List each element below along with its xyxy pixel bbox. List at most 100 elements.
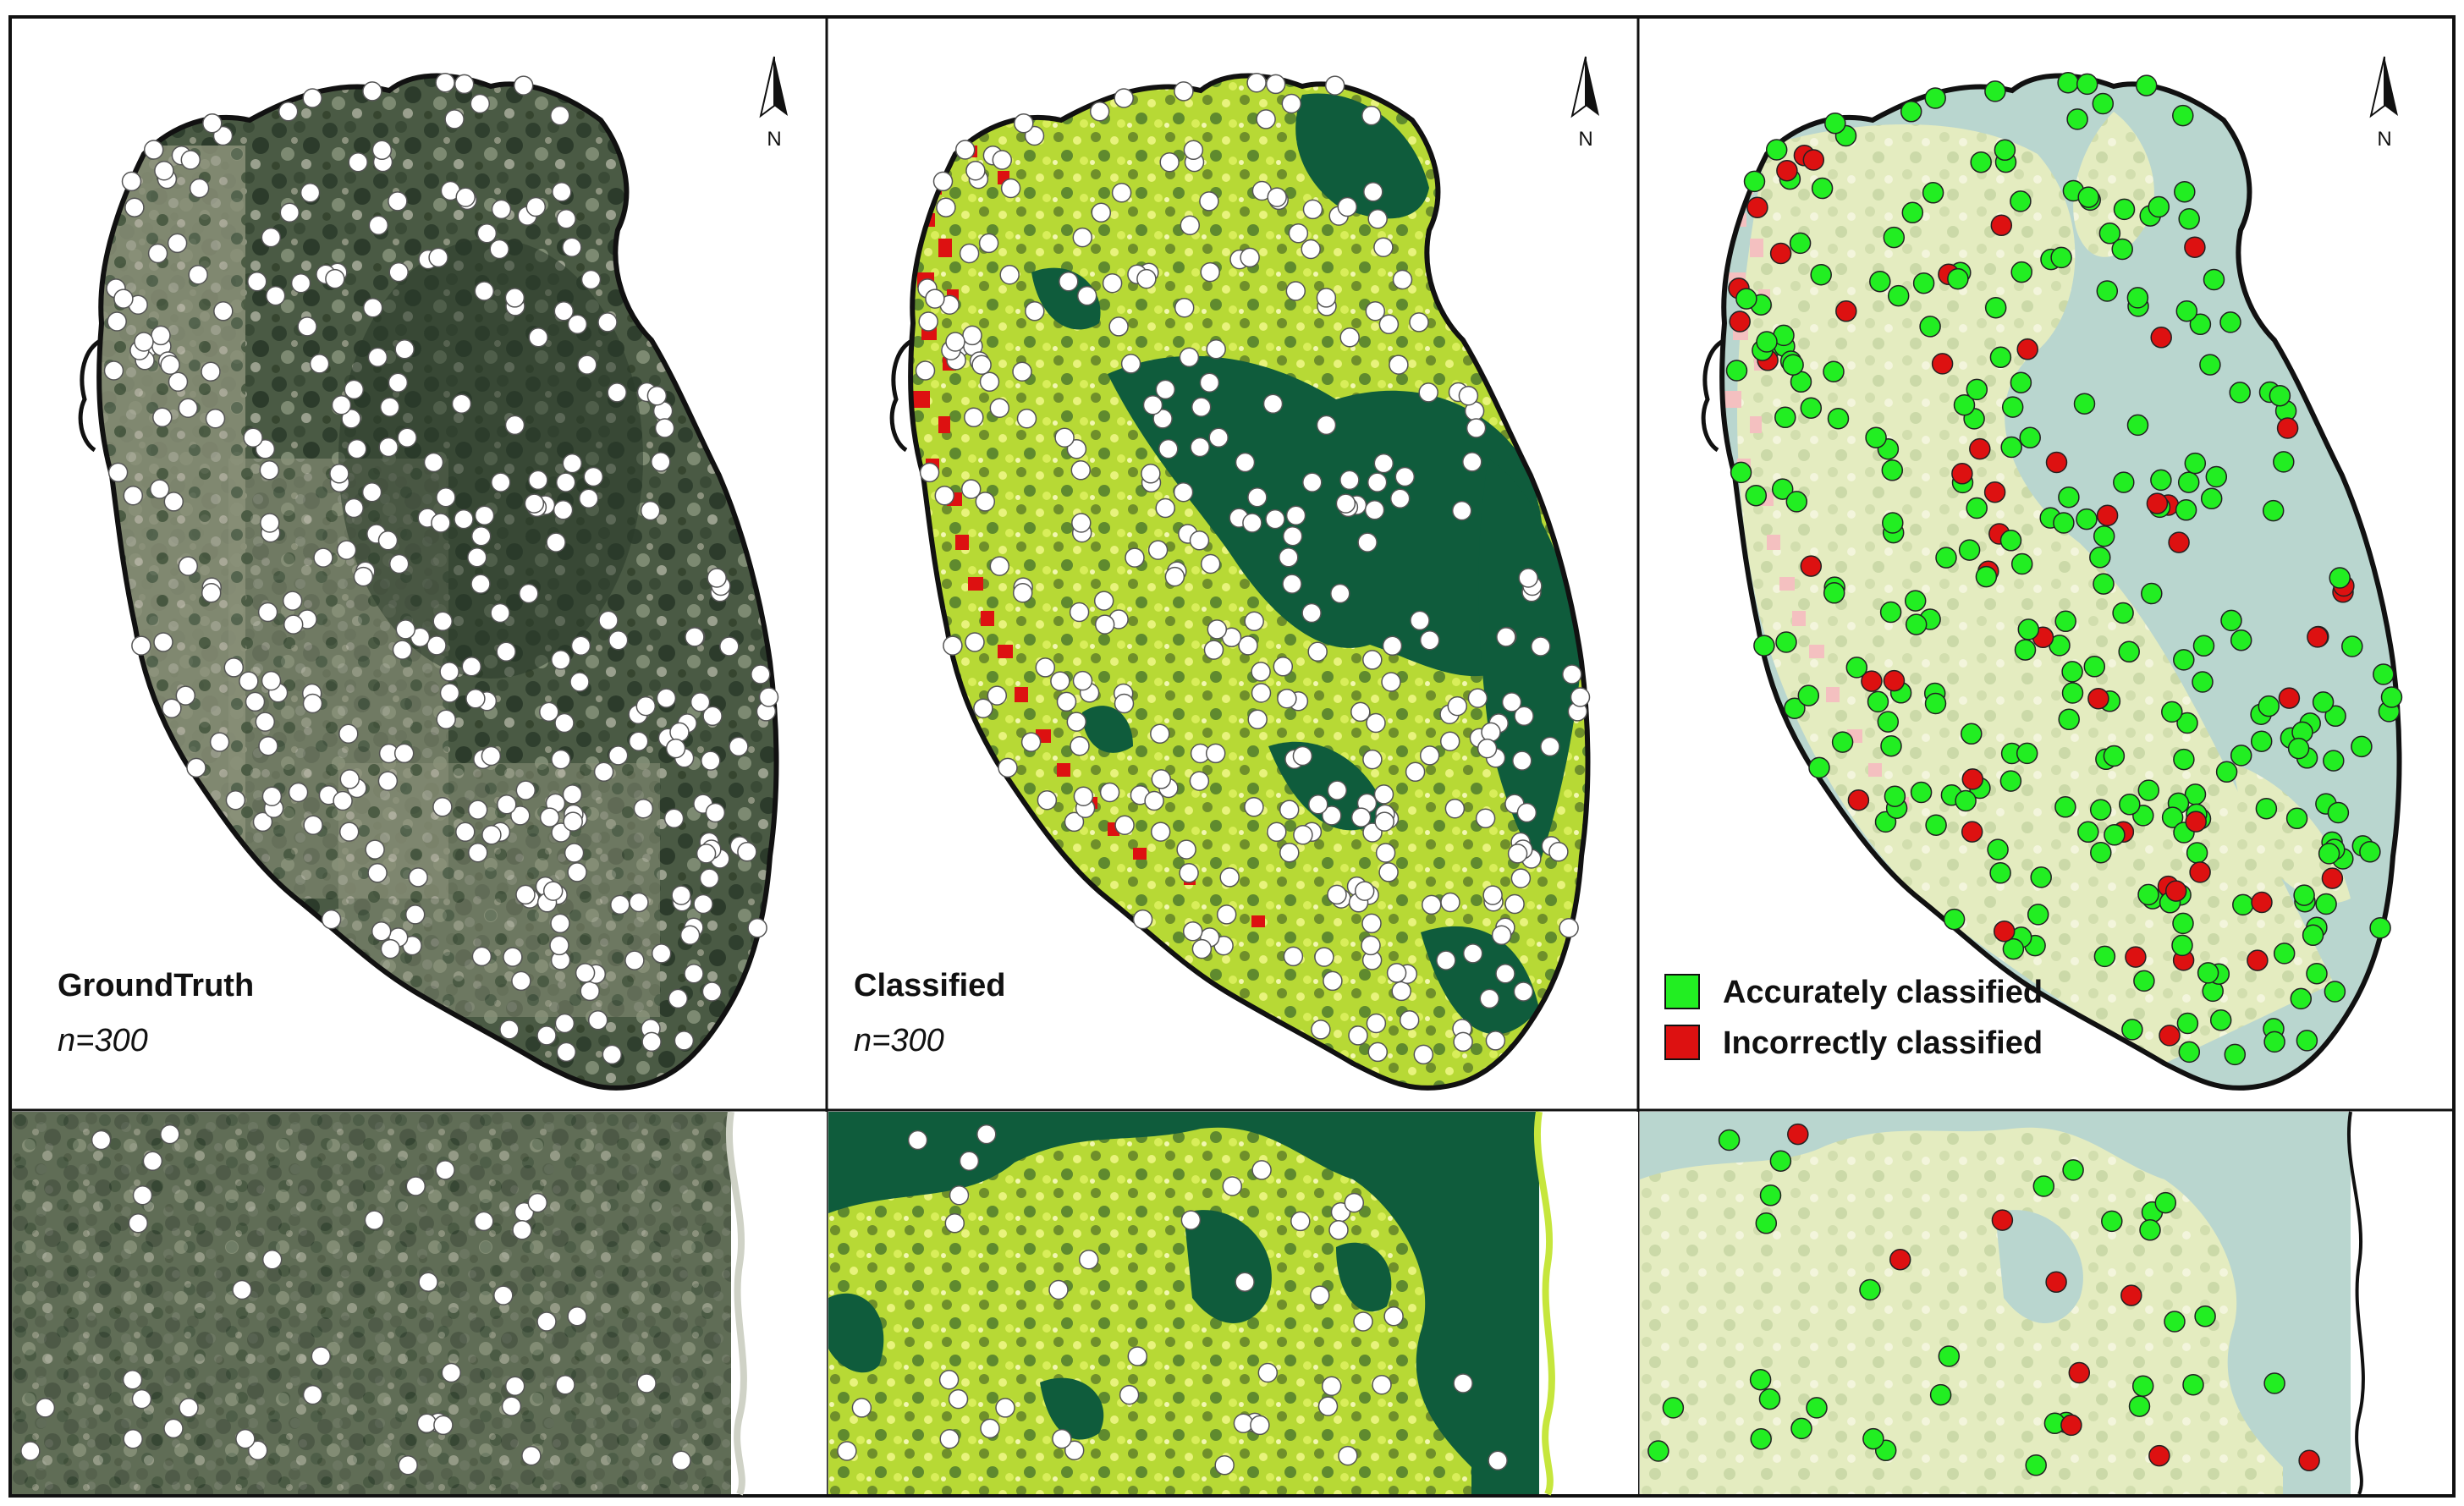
sample-point: [201, 583, 222, 603]
sample-point: [455, 822, 476, 843]
accurate-point: [2002, 937, 2025, 960]
accurate-point: [1887, 284, 1910, 307]
sample-point: [699, 868, 720, 888]
sample-point: [1048, 1279, 1069, 1300]
sample-point: [989, 556, 1010, 576]
incorrect-point: [2276, 417, 2299, 439]
accurate-point: [2341, 635, 2363, 657]
sample-point: [454, 508, 474, 530]
accurate-point: [2139, 1219, 2161, 1241]
accurate-point: [1784, 697, 1806, 719]
sample-point: [1235, 452, 1256, 473]
sample-point: [1301, 602, 1322, 624]
panel-classified: N Classified n=300: [854, 56, 1599, 1091]
sample-point: [1064, 811, 1085, 833]
accurate-point: [1961, 723, 1983, 745]
accurate-point: [2186, 842, 2208, 864]
sample-point: [1327, 780, 1348, 800]
accurate-point: [1735, 288, 1757, 310]
sample-point: [143, 140, 164, 160]
sample-point: [729, 736, 749, 757]
sample-point: [705, 802, 726, 823]
sample-point: [1436, 950, 1456, 970]
sample-point: [978, 233, 999, 254]
accurate-point: [2093, 945, 2116, 968]
sample-point: [476, 223, 498, 244]
sample-point: [1350, 807, 1372, 827]
accurate-point: [2058, 486, 2080, 508]
sample-point: [528, 327, 548, 348]
accurate-point: [1884, 785, 1906, 807]
accurate-point: [2126, 287, 2149, 309]
sample-point: [1363, 181, 1383, 202]
accurate-point: [1725, 360, 1748, 382]
sample-point: [201, 361, 221, 382]
sample-point: [1405, 761, 1426, 783]
sample-point: [1383, 1306, 1404, 1327]
sample-point: [747, 918, 767, 938]
incorrect-point: [1931, 353, 1954, 375]
sample-point: [671, 1450, 691, 1471]
sample-point: [553, 500, 574, 520]
sample-point: [1174, 297, 1195, 318]
sample-point: [980, 1418, 1000, 1439]
accurate-point: [2329, 567, 2351, 589]
sample-point: [1290, 1211, 1311, 1232]
sample-point: [297, 316, 317, 337]
incorrect-point: [1961, 768, 1984, 790]
incorrect-point: [1729, 311, 1751, 333]
sample-point: [1214, 1455, 1235, 1476]
incorrect-point: [1835, 300, 1857, 322]
accurate-point: [2176, 712, 2198, 734]
sample-point: [918, 311, 938, 332]
sample-point: [232, 1279, 252, 1300]
sample-point: [1373, 453, 1394, 474]
sample-point: [282, 591, 303, 611]
sample-point: [536, 1311, 557, 1332]
sample-point: [1507, 844, 1528, 864]
sample-point: [258, 735, 278, 756]
sample-point: [975, 492, 996, 512]
sample-point: [167, 233, 188, 254]
accurate-point: [1789, 232, 1812, 255]
accurate-point: [1769, 1150, 1792, 1172]
accurate-point: [1774, 406, 1796, 429]
sample-point: [454, 74, 475, 95]
sample-point: [255, 712, 276, 732]
sample-point: [542, 881, 564, 901]
sample-point: [567, 314, 588, 335]
sample-point: [1496, 627, 1516, 647]
sample-point: [377, 771, 399, 791]
accurate-point: [2369, 917, 2391, 939]
accurate-point: [1823, 582, 1845, 604]
accurate-point: [1782, 354, 1804, 376]
sample-point: [569, 672, 590, 692]
sample-point: [1244, 611, 1264, 632]
sample-point: [1151, 769, 1172, 789]
accurate-point: [2025, 1454, 2047, 1476]
sample-point: [1141, 464, 1161, 484]
sample-point: [554, 1013, 575, 1034]
sample-point: [964, 407, 984, 428]
sample-point: [1180, 215, 1201, 236]
sample-point: [388, 553, 410, 574]
accurate-point: [1935, 547, 1957, 569]
sample-point: [160, 355, 180, 375]
sample-point: [1244, 797, 1264, 817]
sample-point: [290, 272, 311, 294]
sample-point: [471, 946, 492, 967]
sample-point: [1251, 662, 1271, 682]
accurate-point: [2171, 934, 2193, 957]
sample-point: [1413, 1044, 1434, 1065]
sample-point: [470, 574, 491, 594]
sample-point: [1462, 943, 1483, 964]
sample-point: [1540, 736, 1560, 757]
incorrect-point: [2278, 687, 2301, 709]
sample-point: [1216, 904, 1237, 925]
accurate-point: [1904, 590, 1927, 612]
sample-point: [1479, 988, 1500, 1009]
incorrect-point: [2189, 861, 2211, 883]
sample-point: [1152, 409, 1173, 429]
sample-point: [347, 438, 367, 459]
sample-point: [668, 988, 689, 1009]
